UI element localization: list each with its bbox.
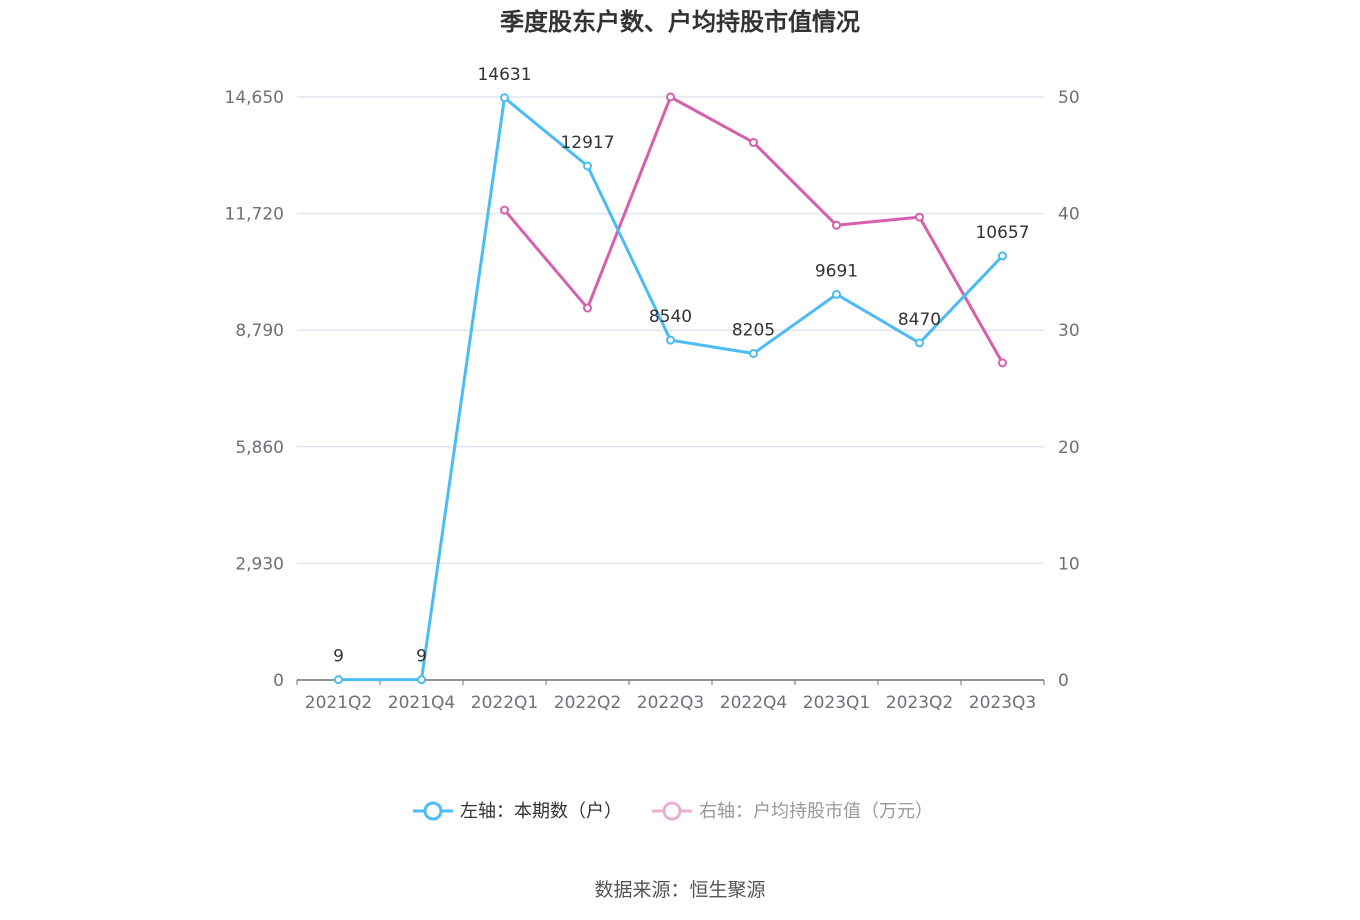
x-axis-tick: 2021Q4 (388, 693, 455, 713)
left-series-point (749, 348, 758, 358)
right-series-point (915, 212, 924, 222)
right-series-point (583, 303, 592, 313)
legend-item-right-axis[interactable]: 右轴：户均持股市值（万元） (699, 801, 933, 822)
left-axis-tick: 8,790 (235, 321, 284, 341)
x-axis-tick: 2022Q3 (637, 693, 704, 713)
x-axis-tick: 2022Q1 (471, 693, 538, 713)
right-axis-tick: 30 (1058, 321, 1080, 341)
left-axis-tick: 11,720 (225, 205, 284, 225)
left-series-point (832, 289, 841, 299)
right-axis-tick: 10 (1058, 554, 1080, 574)
right-axis-tick: 0 (1058, 671, 1069, 691)
left-axis-tick: 5,860 (235, 438, 284, 458)
left-series-point (417, 675, 426, 685)
left-series-point (583, 161, 592, 171)
right-axis-tick: 20 (1058, 438, 1080, 458)
data-label: 8470 (898, 310, 941, 330)
right-series-point (500, 205, 509, 215)
left-series-point (500, 93, 509, 103)
left-series-point (998, 251, 1007, 261)
x-axis-tick: 2022Q4 (720, 693, 787, 713)
right-series-point (832, 220, 841, 230)
left-axis-tick: 2,930 (235, 554, 284, 574)
data-label: 8540 (649, 307, 692, 327)
x-axis-tick: 2022Q2 (554, 693, 621, 713)
source-text: 数据来源：恒生聚源 (594, 879, 765, 901)
data-label: 9691 (815, 261, 858, 281)
data-label: 9 (416, 647, 427, 667)
left-series-point (666, 335, 675, 345)
legend-item-right-axis-marker-icon (662, 801, 682, 821)
right-axis-tick: 50 (1058, 88, 1080, 108)
data-label: 12917 (560, 133, 614, 153)
data-label: 9 (333, 647, 344, 667)
left-series-point (334, 675, 343, 685)
right-series-point (749, 137, 758, 147)
left-axis-tick: 0 (273, 671, 284, 691)
x-axis-tick: 2023Q1 (803, 693, 870, 713)
right-series-point (666, 92, 675, 102)
data-label: 8205 (732, 320, 775, 340)
right-axis-tick: 40 (1058, 205, 1080, 225)
left-series-point (915, 338, 924, 348)
legend-item-left-axis-marker-icon (423, 801, 443, 821)
legend-item-left-axis[interactable]: 左轴：本期数（户） (460, 801, 622, 822)
data-label: 14631 (477, 65, 531, 85)
x-axis-tick: 2023Q2 (886, 693, 953, 713)
chart-title: 季度股东户数、户均持股市值情况 (500, 8, 860, 36)
right-series-point (998, 358, 1007, 368)
data-label: 10657 (975, 223, 1029, 243)
left-axis-tick: 14,650 (225, 88, 284, 108)
left-series-line (338, 96, 1004, 682)
x-axis-tick: 2021Q2 (305, 693, 372, 713)
x-axis-tick: 2023Q3 (969, 693, 1036, 713)
